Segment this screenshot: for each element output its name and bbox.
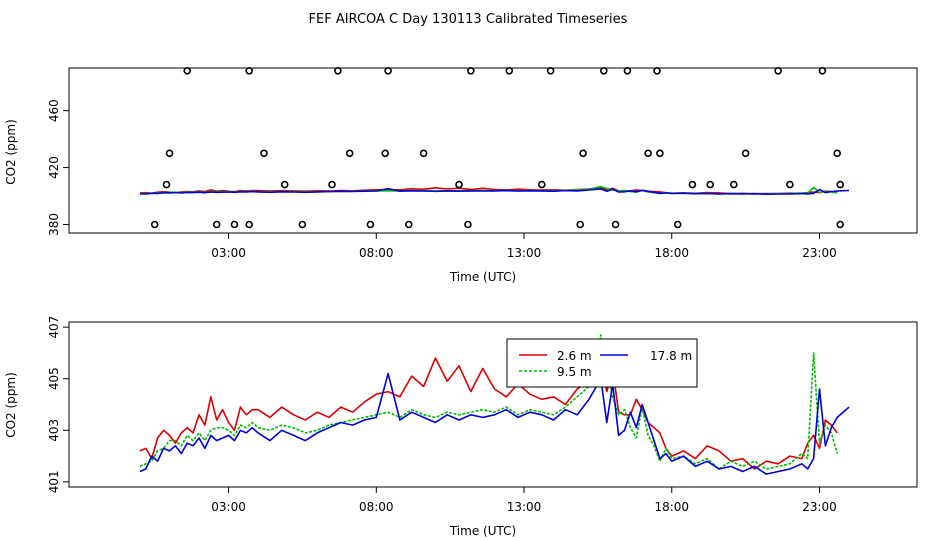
calibration-point bbox=[576, 220, 585, 229]
bottom-ytick-label: 403 bbox=[47, 419, 61, 442]
bottom-ytick-label: 405 bbox=[47, 367, 61, 390]
series-line-17-8-m bbox=[139, 372, 850, 475]
legend-box bbox=[506, 338, 698, 388]
x-axis-label-bottom: Time (UTC) bbox=[449, 524, 516, 538]
y-axis-label-top: CO2 (ppm) bbox=[4, 119, 18, 185]
top-xtick-label: 08:00 bbox=[359, 246, 394, 260]
series-lines-top bbox=[139, 185, 850, 195]
bottom-xtick-label: 23:00 bbox=[802, 500, 837, 514]
bottom-xtick-label: 03:00 bbox=[211, 500, 246, 514]
plot-frame-top bbox=[68, 67, 918, 234]
top-xtick-label: 23:00 bbox=[802, 246, 837, 260]
series-line-17-8-m bbox=[139, 187, 850, 195]
calibration-point bbox=[328, 180, 336, 189]
calibration-point bbox=[366, 220, 375, 229]
calibration-point bbox=[280, 180, 289, 189]
calibration-point bbox=[165, 149, 174, 158]
calibration-point bbox=[688, 180, 697, 189]
bottom-ytick-label: 401 bbox=[47, 470, 61, 493]
calibration-point bbox=[455, 180, 463, 189]
legend: 2.6 m 17.8 m 9.5 m bbox=[506, 338, 698, 388]
calibration-point bbox=[623, 67, 632, 75]
top-xtick-label: 13:00 bbox=[507, 246, 542, 260]
calibration-point bbox=[150, 220, 159, 229]
calibration-point bbox=[345, 149, 354, 158]
legend-label-17-8m: 17.8 m bbox=[650, 349, 692, 363]
calibration-point bbox=[706, 180, 715, 189]
calibration-point bbox=[419, 149, 428, 158]
calibration-point bbox=[537, 180, 546, 189]
x-axis-top: 03:00 08:00 13:00 18:00 23:00 bbox=[211, 233, 837, 260]
calibration-point bbox=[599, 67, 608, 75]
y-axis-top: 380 420 460 bbox=[47, 99, 69, 236]
x-axis-bottom: 03:00 08:00 13:00 18:00 23:00 bbox=[211, 487, 837, 514]
calibration-point bbox=[836, 220, 845, 229]
bottom-xtick-label: 13:00 bbox=[507, 500, 542, 514]
calibration-point bbox=[611, 220, 620, 229]
calibration-point bbox=[546, 67, 555, 75]
calibration-point bbox=[466, 67, 475, 75]
series-line-9-5-m bbox=[139, 334, 838, 470]
bottom-xtick-label: 08:00 bbox=[359, 500, 394, 514]
calibration-point bbox=[729, 180, 738, 189]
y-axis-label-bottom: CO2 (ppm) bbox=[4, 372, 18, 438]
calibration-point bbox=[653, 67, 661, 75]
calibration-point bbox=[334, 67, 342, 75]
top-xtick-label: 03:00 bbox=[211, 246, 246, 260]
chart-title: FEF AIRCOA C Day 130113 Calibrated Times… bbox=[309, 12, 628, 27]
calibration-point bbox=[384, 67, 392, 75]
calibration-point bbox=[404, 220, 413, 229]
panel-top: 380 420 460 03:00 08:00 13:00 18:00 23:00 Time… bbox=[4, 67, 918, 284]
calibration-point bbox=[464, 220, 472, 229]
calibration-point bbox=[245, 67, 253, 75]
calibration-point bbox=[183, 67, 191, 75]
calibration-point bbox=[381, 149, 390, 158]
series-lines-bottom bbox=[139, 334, 850, 475]
calibration-point bbox=[260, 149, 268, 158]
x-axis-label-top: Time (UTC) bbox=[449, 270, 516, 284]
bottom-ytick-label: 407 bbox=[47, 316, 61, 339]
bottom-xtick-label: 18:00 bbox=[654, 500, 689, 514]
top-ytick-label: 380 bbox=[47, 213, 61, 236]
calibration-point bbox=[818, 67, 827, 75]
calibration-point bbox=[656, 149, 664, 158]
calibration-point bbox=[644, 149, 652, 158]
calibration-point bbox=[741, 149, 750, 158]
top-xtick-label: 18:00 bbox=[654, 246, 689, 260]
calibration-point bbox=[836, 180, 845, 189]
calibration-points bbox=[150, 67, 845, 229]
calibration-point bbox=[245, 220, 253, 229]
top-ytick-label: 460 bbox=[47, 99, 61, 122]
legend-label-2-6m: 2.6 m bbox=[557, 349, 592, 363]
calibration-point bbox=[230, 220, 239, 229]
legend-label-9-5m: 9.5 m bbox=[557, 365, 592, 379]
calibration-point bbox=[298, 220, 307, 229]
calibration-point bbox=[505, 67, 514, 75]
calibration-point bbox=[673, 220, 682, 229]
calibration-point bbox=[786, 180, 794, 189]
calibration-point bbox=[774, 67, 782, 75]
calibration-point bbox=[162, 180, 171, 189]
calibration-point bbox=[212, 220, 221, 229]
calibration-point bbox=[833, 149, 842, 158]
y-axis-bottom: 401 403 405 407 bbox=[47, 316, 69, 493]
series-line-2-6-m bbox=[139, 357, 838, 470]
panel-bottom: 401 403 405 407 03:00 08:00 13:00 18:00 23:00 T… bbox=[4, 316, 918, 538]
top-ytick-label: 420 bbox=[47, 156, 61, 179]
plot-frame-bottom bbox=[68, 321, 918, 488]
calibration-point bbox=[579, 149, 587, 158]
